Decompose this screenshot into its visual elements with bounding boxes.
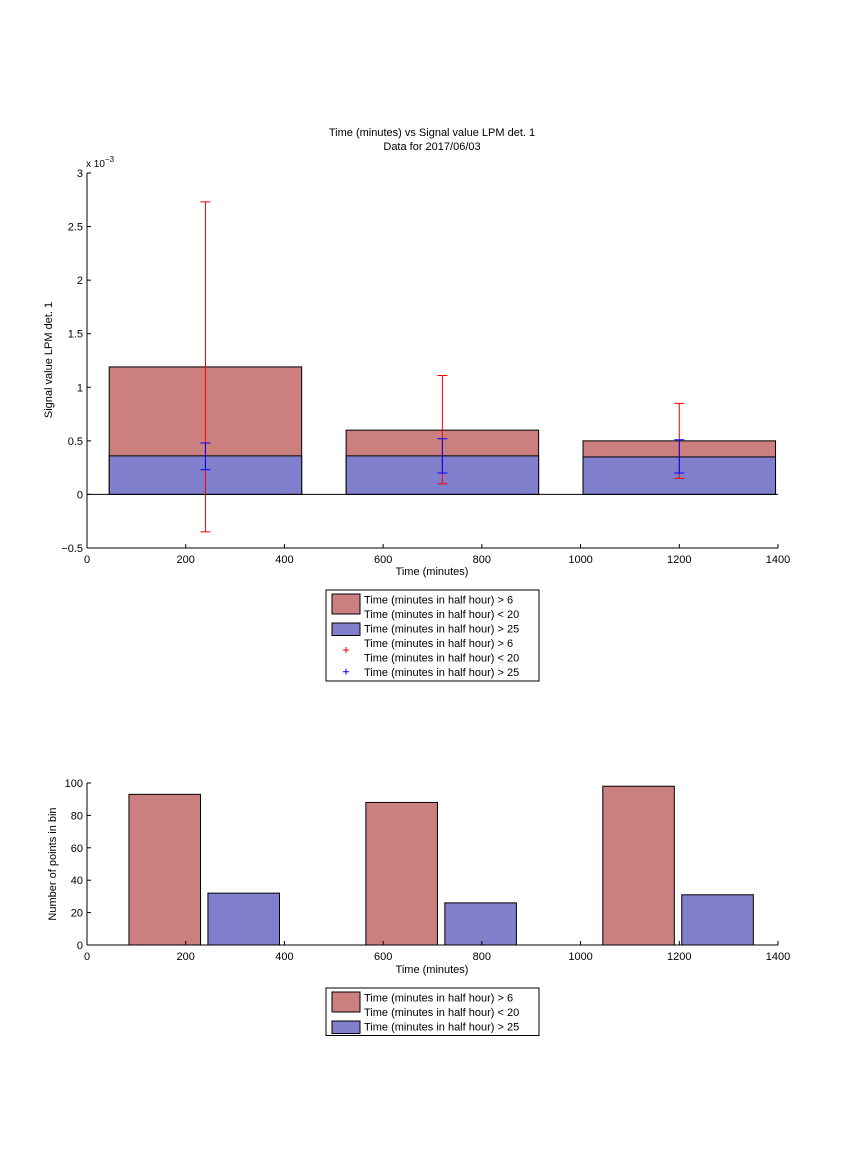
chart2-y-tick-label: 0 (77, 940, 83, 952)
chart2-y-tick-label: 100 (65, 778, 83, 790)
legend-label-2-1: Time (minutes in half hour) < 20 (364, 653, 519, 665)
chart1-x-tick-label: 1000 (568, 554, 592, 566)
chart2-y-tick-label: 80 (71, 810, 83, 822)
legend-label-0-0: Time (minutes in half hour) > 6 (364, 595, 513, 607)
chart1-plot-area: 0 200 400 600 800 1000 1200 1400−0.500.511.522.… (61, 168, 790, 566)
legend-label-1-0: Time (minutes in half hour) > 25 (364, 624, 519, 636)
legend-swatch-1 (331, 1020, 361, 1034)
chart2-x-tick-label: 1000 (568, 951, 592, 963)
chart2-x-tick-label: 600 (374, 951, 392, 963)
chart2-bar-5 (602, 785, 675, 946)
legend-label-0-1: Time (minutes in half hour) < 20 (364, 609, 519, 621)
chart1-errorbar-series2-bin3 (674, 439, 685, 474)
chart2-bar-4 (444, 902, 517, 946)
chart1-x-tick-label: 800 (473, 554, 491, 566)
chart1-subtitle: Data for 2017/06/03 (383, 141, 480, 153)
legend-label-0-1: Time (minutes in half hour) < 20 (364, 1007, 519, 1019)
chart2-x-tick-label: 200 (177, 951, 195, 963)
chart1-y-tick-label: 1.5 (68, 329, 83, 341)
chart1-legend-box (325, 589, 540, 682)
chart2-legend-box (325, 987, 540, 1036)
chart1-legend: Time (minutes in half hour) > 6 Time (min… (325, 589, 540, 682)
chart1-y-tick-label: 1 (77, 382, 83, 394)
chart1-x-axis-label: Time (minutes) (396, 566, 469, 578)
chart1-x-tick-label: 400 (275, 554, 293, 566)
legend-swatch-0 (331, 593, 361, 615)
chart1-title: Time (minutes) vs Signal value LPM det. … (329, 127, 535, 139)
chart1-errorbar-series1-bin1 (200, 201, 211, 533)
chart1-y-exponent-power: −3 (105, 155, 115, 164)
chart2-x-tick-label: 400 (275, 951, 293, 963)
chart1-y-tick-label: 2 (77, 275, 83, 287)
chart1-y-exponent-base: x 10 (86, 159, 105, 170)
legend-swatch-1 (331, 622, 361, 636)
chart2-x-tick-label: 1200 (667, 951, 691, 963)
chart2-y-tick-label: 40 (71, 875, 83, 887)
chart1-y-exponent: x 10−3 (86, 155, 115, 170)
chart2-y-tick-label: 60 (71, 843, 83, 855)
chart2-y-tick-label: 20 (71, 908, 83, 920)
chart1-y-tick-label: 3 (77, 168, 83, 180)
chart2-bar-1 (128, 793, 202, 946)
chart1-y-tick-label: 0 (77, 489, 83, 501)
chart2-bar-3 (365, 801, 438, 946)
chart1-x-tick-label: 200 (177, 554, 195, 566)
chart2-bar-6 (681, 894, 754, 946)
chart2-x-tick-label: 800 (473, 951, 491, 963)
chart2-plot-area: 0 200 400 600 800 1000 1200 1400 0 20 40 60 80 100 (65, 778, 791, 963)
legend-label-3-0: Time (minutes in half hour) > 25 (364, 667, 519, 679)
chart2-x-axis-label: Time (minutes) (396, 964, 469, 976)
chart1-x-tick-label: 1200 (667, 554, 691, 566)
chart1-x-tick-label: 1400 (766, 554, 790, 566)
chart2-bar-2 (207, 892, 280, 946)
legend-label-1-0: Time (minutes in half hour) > 25 (364, 1022, 519, 1034)
chart1-x-tick-label: 0 (84, 554, 90, 566)
legend-swatch-0 (331, 991, 361, 1013)
chart1-y-tick-label: 2.5 (68, 222, 83, 234)
chart1-y-axis-label: Signal value LPM det. 1 (43, 302, 55, 418)
legend-label-0-0: Time (minutes in half hour) > 6 (364, 993, 513, 1005)
legend-label-2-0: Time (minutes in half hour) > 6 (364, 638, 513, 650)
chart1-y-tick-label: 0.5 (68, 436, 83, 448)
chart1-y-tick-label: −0.5 (61, 543, 83, 555)
legend-marker-3 (343, 668, 349, 675)
legend-marker-2 (343, 647, 349, 653)
chart1-x-tick-label: 600 (374, 554, 392, 566)
chart2-x-tick-label: 1400 (766, 951, 790, 963)
chart2-x-tick-label: 0 (84, 951, 90, 963)
chart1-errorbar-series2-bin1 (200, 442, 211, 471)
chart2-legend: Time (minutes in half hour) > 6 Time (min… (325, 987, 540, 1036)
chart2-y-axis-label: Number of points in bin (47, 807, 59, 920)
chart1-errorbar-series2-bin2 (437, 438, 448, 474)
